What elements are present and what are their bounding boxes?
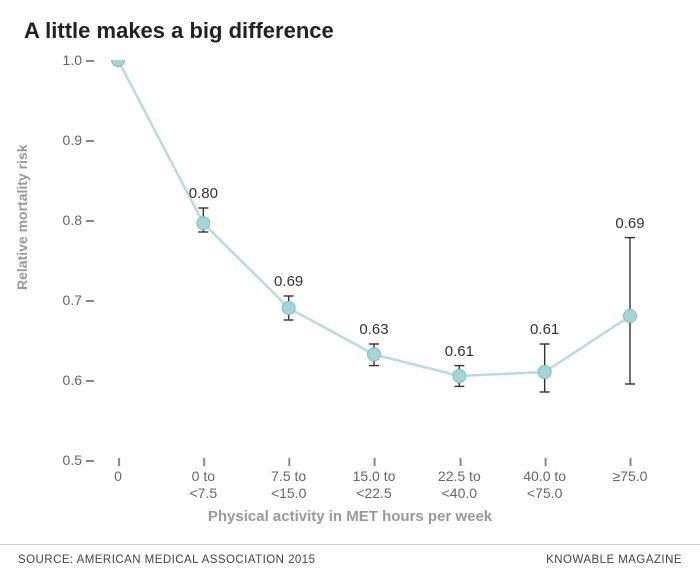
point-value-label: 0.69 (615, 215, 644, 232)
chart-title: A little makes a big difference (24, 18, 334, 44)
y-tick: 0.6 (63, 372, 82, 388)
y-tick: 0.8 (63, 212, 82, 228)
y-tick: 1.0 (63, 52, 82, 68)
point-value-label: 0.61 (445, 343, 474, 360)
x-tick: 40.0 to<75.0 (523, 468, 566, 502)
footer: SOURCE: AMERICAN MEDICAL ASSOCIATION 201… (0, 544, 700, 575)
point-value-label: 0.69 (274, 273, 303, 290)
y-tick: 0.9 (63, 132, 82, 148)
x-tick: 22.5 to<40.0 (438, 468, 481, 502)
x-tick: ≥75.0 (613, 468, 648, 485)
y-tick: 0.5 (63, 452, 82, 468)
source-text: SOURCE: AMERICAN MEDICAL ASSOCIATION 201… (18, 554, 316, 566)
y-axis-label: Relative mortality risk (14, 144, 30, 290)
x-tick: 15.0 to<22.5 (353, 468, 396, 502)
x-tick: 0 (114, 468, 122, 485)
brand-text: KNOWABLE MAGAZINE (546, 554, 682, 566)
x-tick: 0 to<7.5 (190, 468, 218, 502)
point-value-label: 0.63 (359, 321, 388, 338)
y-tick: 0.7 (63, 292, 82, 308)
x-axis-label: Physical activity in MET hours per week (0, 508, 700, 525)
point-value-label: 0.61 (530, 321, 559, 338)
plot-area (88, 60, 660, 460)
chart-svg (88, 60, 660, 460)
point-value-label: 0.80 (189, 185, 218, 202)
x-tick: 7.5 to<15.0 (271, 468, 306, 502)
